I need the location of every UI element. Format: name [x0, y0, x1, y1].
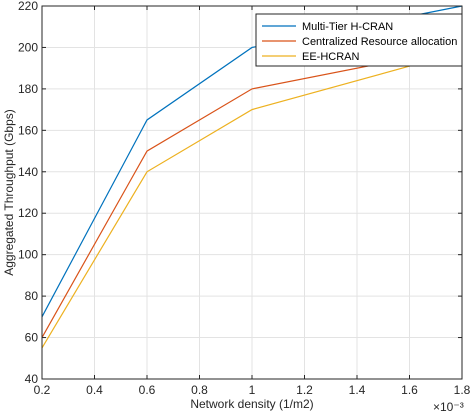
y-axis-ticks: 40 60 80 100 120 140 160 180 200 220: [18, 0, 462, 386]
legend-box: [255, 13, 463, 67]
x-tick-label: 1.6: [401, 383, 418, 397]
series-line-2: [41, 46, 463, 338]
x-tick-label: 1.2: [296, 383, 313, 397]
legend-label: Multi-Tier H-CRAN: [302, 21, 393, 33]
x-tick-label: 0.4: [86, 383, 103, 397]
y-tick-label: 100: [18, 248, 38, 262]
x-axis-title: Network density (1/m2): [190, 397, 313, 411]
y-tick-label: 40: [25, 372, 39, 386]
x-tick-label: 0.2: [34, 383, 51, 397]
y-tick-label: 80: [25, 289, 39, 303]
y-tick-label: 200: [18, 40, 38, 54]
x-tick-label: 0.6: [139, 383, 156, 397]
x-tick-label: 0.8: [191, 383, 208, 397]
y-axis-title: Aggregated Throughput (Gbps): [2, 109, 16, 276]
x-tick-label: 1: [249, 383, 256, 397]
series-line-3: [41, 51, 463, 349]
x-tick-label: 1.4: [349, 383, 366, 397]
x-axis-ticks: 0.2 0.4 0.6 0.8 1 1.2 1.4 1.6 1.8: [34, 6, 471, 397]
y-tick-label: 140: [18, 165, 38, 179]
x-tick-label: 1.8: [454, 383, 471, 397]
y-tick-label: 180: [18, 82, 38, 96]
y-tick-label: 160: [18, 123, 38, 137]
y-tick-label: 120: [18, 206, 38, 220]
x-axis-exponent: ×10⁻³: [433, 400, 464, 414]
y-tick-label: 60: [25, 331, 39, 345]
legend: Multi-Tier H-CRAN Centralized Resource al…: [255, 13, 463, 67]
legend-label: EE-HCRAN: [302, 51, 360, 63]
legend-label: Centralized Resource allocation: [302, 36, 457, 48]
y-tick-label: 220: [18, 0, 38, 13]
